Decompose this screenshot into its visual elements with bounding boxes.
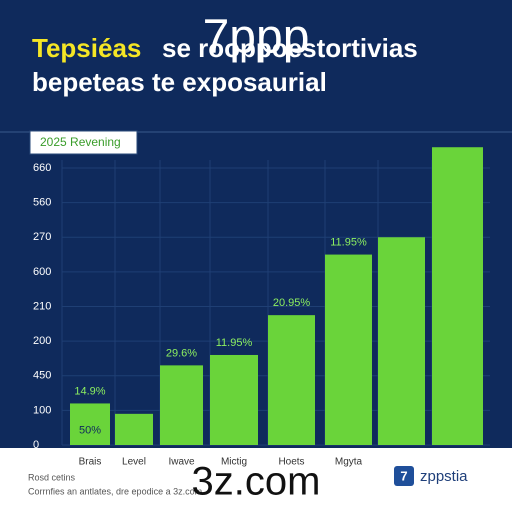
watermark: 3z.com	[192, 460, 321, 504]
x-tick-label: Mictig	[221, 457, 247, 468]
overlay-text: 7ppp	[203, 11, 310, 64]
brand-icon	[394, 466, 414, 486]
x-tick-label: Mgyta	[335, 457, 363, 468]
y-tick-label: 0	[33, 439, 39, 451]
y-tick-label: 100	[33, 404, 51, 416]
y-tick-label: 450	[33, 370, 51, 382]
subtitle: bepeteas te exposaurial	[32, 67, 327, 97]
footer-text: Corrnfies an antlates, dre epodice a 3z.…	[28, 486, 202, 496]
annotation: 11.95%	[330, 236, 367, 248]
y-tick-label: 560	[33, 197, 51, 209]
title-highlight: Tepsiéas	[32, 33, 141, 63]
annotation: 11.95%	[216, 337, 253, 349]
annotation: 14.9%	[74, 385, 105, 397]
brand-name: zppstia	[420, 468, 468, 485]
bar	[432, 147, 483, 445]
legend-box	[29, 130, 138, 155]
bar	[378, 237, 425, 445]
annotation: 20.95%	[273, 297, 311, 309]
x-tick-label: Hoets	[278, 457, 304, 468]
footer-title: Rosd cetins	[28, 472, 76, 482]
bar	[268, 315, 315, 445]
y-tick-label: 200	[33, 335, 51, 347]
title: se rooppoestortivias	[162, 33, 418, 63]
bar	[70, 403, 110, 445]
annotation: 29.6%	[166, 347, 197, 359]
y-tick-label: 600	[33, 266, 51, 278]
legend-label: 2025 Revening	[40, 135, 121, 149]
x-tick-label: Brais	[79, 457, 102, 468]
bar	[325, 254, 372, 445]
footer	[0, 448, 512, 512]
x-tick-label: Level	[122, 457, 146, 468]
y-tick-label: 270	[33, 231, 51, 243]
x-tick-label: Iwave	[168, 457, 195, 468]
bar	[210, 354, 258, 445]
y-tick-label: 660	[33, 162, 51, 174]
inner-label: 50%	[79, 424, 101, 436]
y-tick-label: 210	[33, 300, 51, 312]
bar	[115, 413, 153, 445]
bar	[160, 365, 203, 445]
brand-icon-text: 7	[400, 468, 407, 483]
